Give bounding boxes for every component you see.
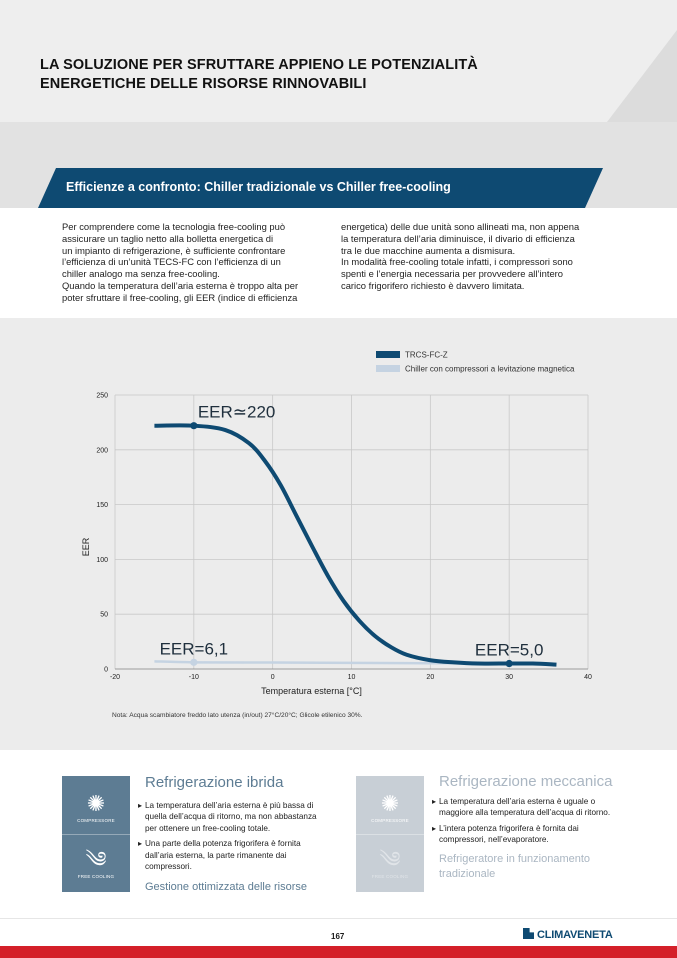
text-line: tra le due macchine aumenta a dismisura. <box>341 244 516 256</box>
x-axis-label: Temperatura esterna [°C] <box>261 686 362 696</box>
chart-note: Nota: Acqua scambiatore freddo lato uten… <box>112 712 363 719</box>
section-banner <box>38 168 603 208</box>
mechanical-footer: Refrigeratore in funzionamento tradizion… <box>439 853 591 880</box>
text-line: chiller analogo ma senza free-cooling. <box>62 268 220 280</box>
y-tick-label: 100 <box>96 557 108 564</box>
hybrid-icon-card: ✺ COMPRESSORE ༄ FREE COOLING <box>62 776 130 892</box>
y-tick-label: 0 <box>104 667 108 674</box>
data-point <box>190 422 198 430</box>
text-line: In modalità free-cooling totale infatti,… <box>341 256 573 268</box>
x-tick-label: 0 <box>271 674 275 681</box>
hybrid-title: Refrigerazione ibrida <box>145 774 284 791</box>
page-title: LA SOLUZIONE PER SFRUTTARE APPIENO LE PO… <box>40 57 478 92</box>
legend-swatch <box>376 365 400 372</box>
compressor-icon: ✺ COMPRESSORE <box>371 791 409 824</box>
text-line: spenti e l’energia necessaria per provve… <box>341 268 564 280</box>
eer-chart: -20 -10 0 10 20 30 40 0 50 100 150 200 250 Temperatur… <box>81 351 592 697</box>
list-item: Una parte della potenza frigorifera è fo… <box>138 838 323 872</box>
y-tick-label: 200 <box>96 447 108 454</box>
y-tick-label: 150 <box>96 502 108 509</box>
annotation-label: EER=5,0 <box>475 641 544 660</box>
annotation-label: EER=6,1 <box>160 639 229 658</box>
y-axis-label: EER <box>81 537 91 556</box>
text-line: assicurare un taglio netto alla bolletta… <box>62 232 274 244</box>
footer-divider <box>0 918 677 919</box>
list-item: La temperatura dell’aria esterna è ugual… <box>432 796 622 819</box>
x-tick-label: -10 <box>189 674 199 681</box>
brand-logo: CLIMAVENETA <box>523 928 613 941</box>
text-line: la temperatura dell’aria diminuisce, il … <box>341 232 575 244</box>
mechanical-bullets: La temperatura dell’aria esterna è ugual… <box>432 796 622 850</box>
mechanical-icon-card: ✺ COMPRESSORE ༄ FREE COOLING <box>356 776 424 892</box>
y-tick-label: 50 <box>100 612 108 619</box>
legend-label: TRCS-FC-Z <box>405 351 448 360</box>
x-tick-label: 30 <box>505 674 513 681</box>
data-point <box>190 658 198 666</box>
chart-background <box>0 318 677 750</box>
y-tick-label: 250 <box>96 393 108 400</box>
free-cooling-icon: ༄ FREE COOLING <box>77 847 115 880</box>
text-line: Quando la temperatura dell’aria esterna … <box>62 279 299 291</box>
text-line: poter sfruttare il free-cooling, gli EER… <box>62 291 298 303</box>
free-cooling-icon: ༄ FREE COOLING <box>371 847 409 880</box>
compressor-icon: ✺ COMPRESSORE <box>77 791 115 824</box>
x-tick-label: 20 <box>426 674 434 681</box>
list-item: La temperatura dell’aria esterna è più b… <box>138 800 323 834</box>
text-panel <box>0 208 677 318</box>
logo-mark-icon <box>523 928 534 939</box>
data-point <box>505 659 513 668</box>
text-line: Per comprendere come la tecnologia free-… <box>62 221 286 232</box>
x-tick-label: 10 <box>348 674 356 681</box>
legend-label: Chiller con compressori a levitazione ma… <box>405 365 575 374</box>
annotation-label: EER≃220 <box>198 403 276 422</box>
list-item: L’intera potenza frigorifera è fornita d… <box>432 823 622 846</box>
header-background <box>0 0 677 122</box>
x-tick-label: 40 <box>584 674 592 681</box>
x-tick-label: -20 <box>110 674 120 681</box>
hybrid-footer: Gestione ottimizzata delle risorse <box>145 881 308 893</box>
text-line: energetica) delle due unità sono allinea… <box>341 221 580 232</box>
text-line: un impianto di refrigerazione, è suffici… <box>62 244 286 256</box>
intro-column-left: Per comprendere come la tecnologia free-… <box>62 221 332 304</box>
footer-red-bar <box>0 946 677 958</box>
section-title: Efficienze a confronto: Chiller tradizio… <box>66 180 451 194</box>
intro-column-right: energetica) delle due unità sono allinea… <box>341 221 611 292</box>
text-line: l’efficienza di un’unità TECS-FC con l’e… <box>62 256 281 268</box>
mechanical-title: Refrigerazione meccanica <box>439 773 613 790</box>
text-line: carico frigorifero richiesto è davvero l… <box>341 279 525 291</box>
legend-swatch <box>376 351 400 358</box>
page-number: 167 <box>331 932 345 941</box>
series-line-0 <box>154 423 557 667</box>
hybrid-bullets: La temperatura dell’aria esterna è più b… <box>138 800 323 876</box>
